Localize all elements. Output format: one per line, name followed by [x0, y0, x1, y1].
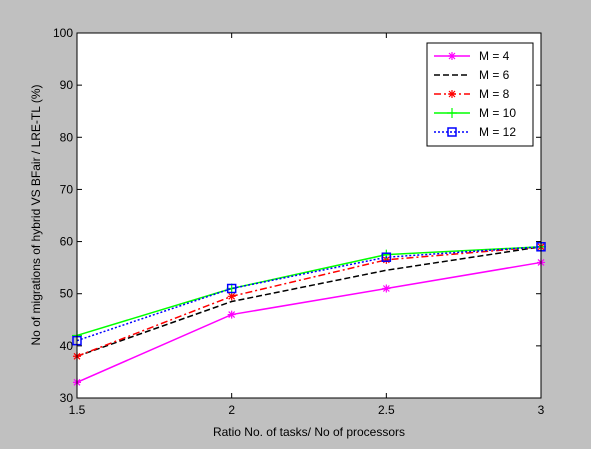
data-point: [381, 252, 392, 262]
series-line: [76, 246, 542, 337]
x-tick-label: 2: [228, 403, 235, 417]
legend-item: M = 12: [434, 125, 516, 139]
y-axis-label: No of migrations of hybrid VS BFair / LR…: [29, 85, 43, 346]
y-tick-label: 60: [60, 235, 74, 249]
legend-label: M = 10: [479, 106, 516, 120]
legend-marker: [447, 127, 457, 137]
y-tick-label: 100: [53, 26, 73, 40]
axis-ticks: 1.5 2 2.5 3 30 40 50 60 70 80 90 100: [53, 26, 545, 417]
legend-label: M = 4: [479, 49, 510, 63]
legend-label: M = 12: [479, 125, 516, 139]
series-line: [76, 246, 542, 342]
plot-frame: [76, 32, 542, 399]
legend-item: M = 8: [434, 87, 510, 101]
series-line: [76, 246, 542, 357]
legend-label: M = 8: [479, 87, 510, 101]
data-point: [382, 284, 391, 293]
x-tick-label: 1.5: [69, 403, 86, 417]
legend-marker: [447, 108, 457, 118]
legend-label: M = 6: [479, 68, 510, 82]
x-tick-label: 3: [538, 403, 545, 417]
x-axis-label: Ratio No. of tasks/ No of processors: [213, 425, 405, 439]
data-point: [227, 292, 236, 301]
legend: M = 4 M = 6 M = 8 M = 10 M = 12: [426, 42, 534, 147]
legend-item: M = 6: [434, 68, 510, 82]
y-tick-label: 30: [60, 391, 74, 405]
y-tick-label: 90: [60, 78, 74, 92]
y-tick-label: 80: [60, 130, 74, 144]
series-layer: [72, 241, 546, 387]
legend-item: M = 4: [434, 49, 510, 63]
series-line: [76, 246, 542, 357]
y-tick-label: 70: [60, 182, 74, 196]
legend-item: M = 10: [434, 106, 516, 120]
data-point: [227, 310, 236, 319]
data-point: [382, 255, 391, 264]
y-tick-label: 40: [60, 339, 74, 353]
data-point: [226, 283, 237, 294]
legend-marker: [448, 52, 456, 60]
x-tick-label: 2.5: [378, 403, 395, 417]
y-tick-label: 50: [60, 287, 74, 301]
series-line: [76, 261, 542, 384]
series-2: [76, 246, 542, 357]
legend-marker: [448, 90, 456, 98]
